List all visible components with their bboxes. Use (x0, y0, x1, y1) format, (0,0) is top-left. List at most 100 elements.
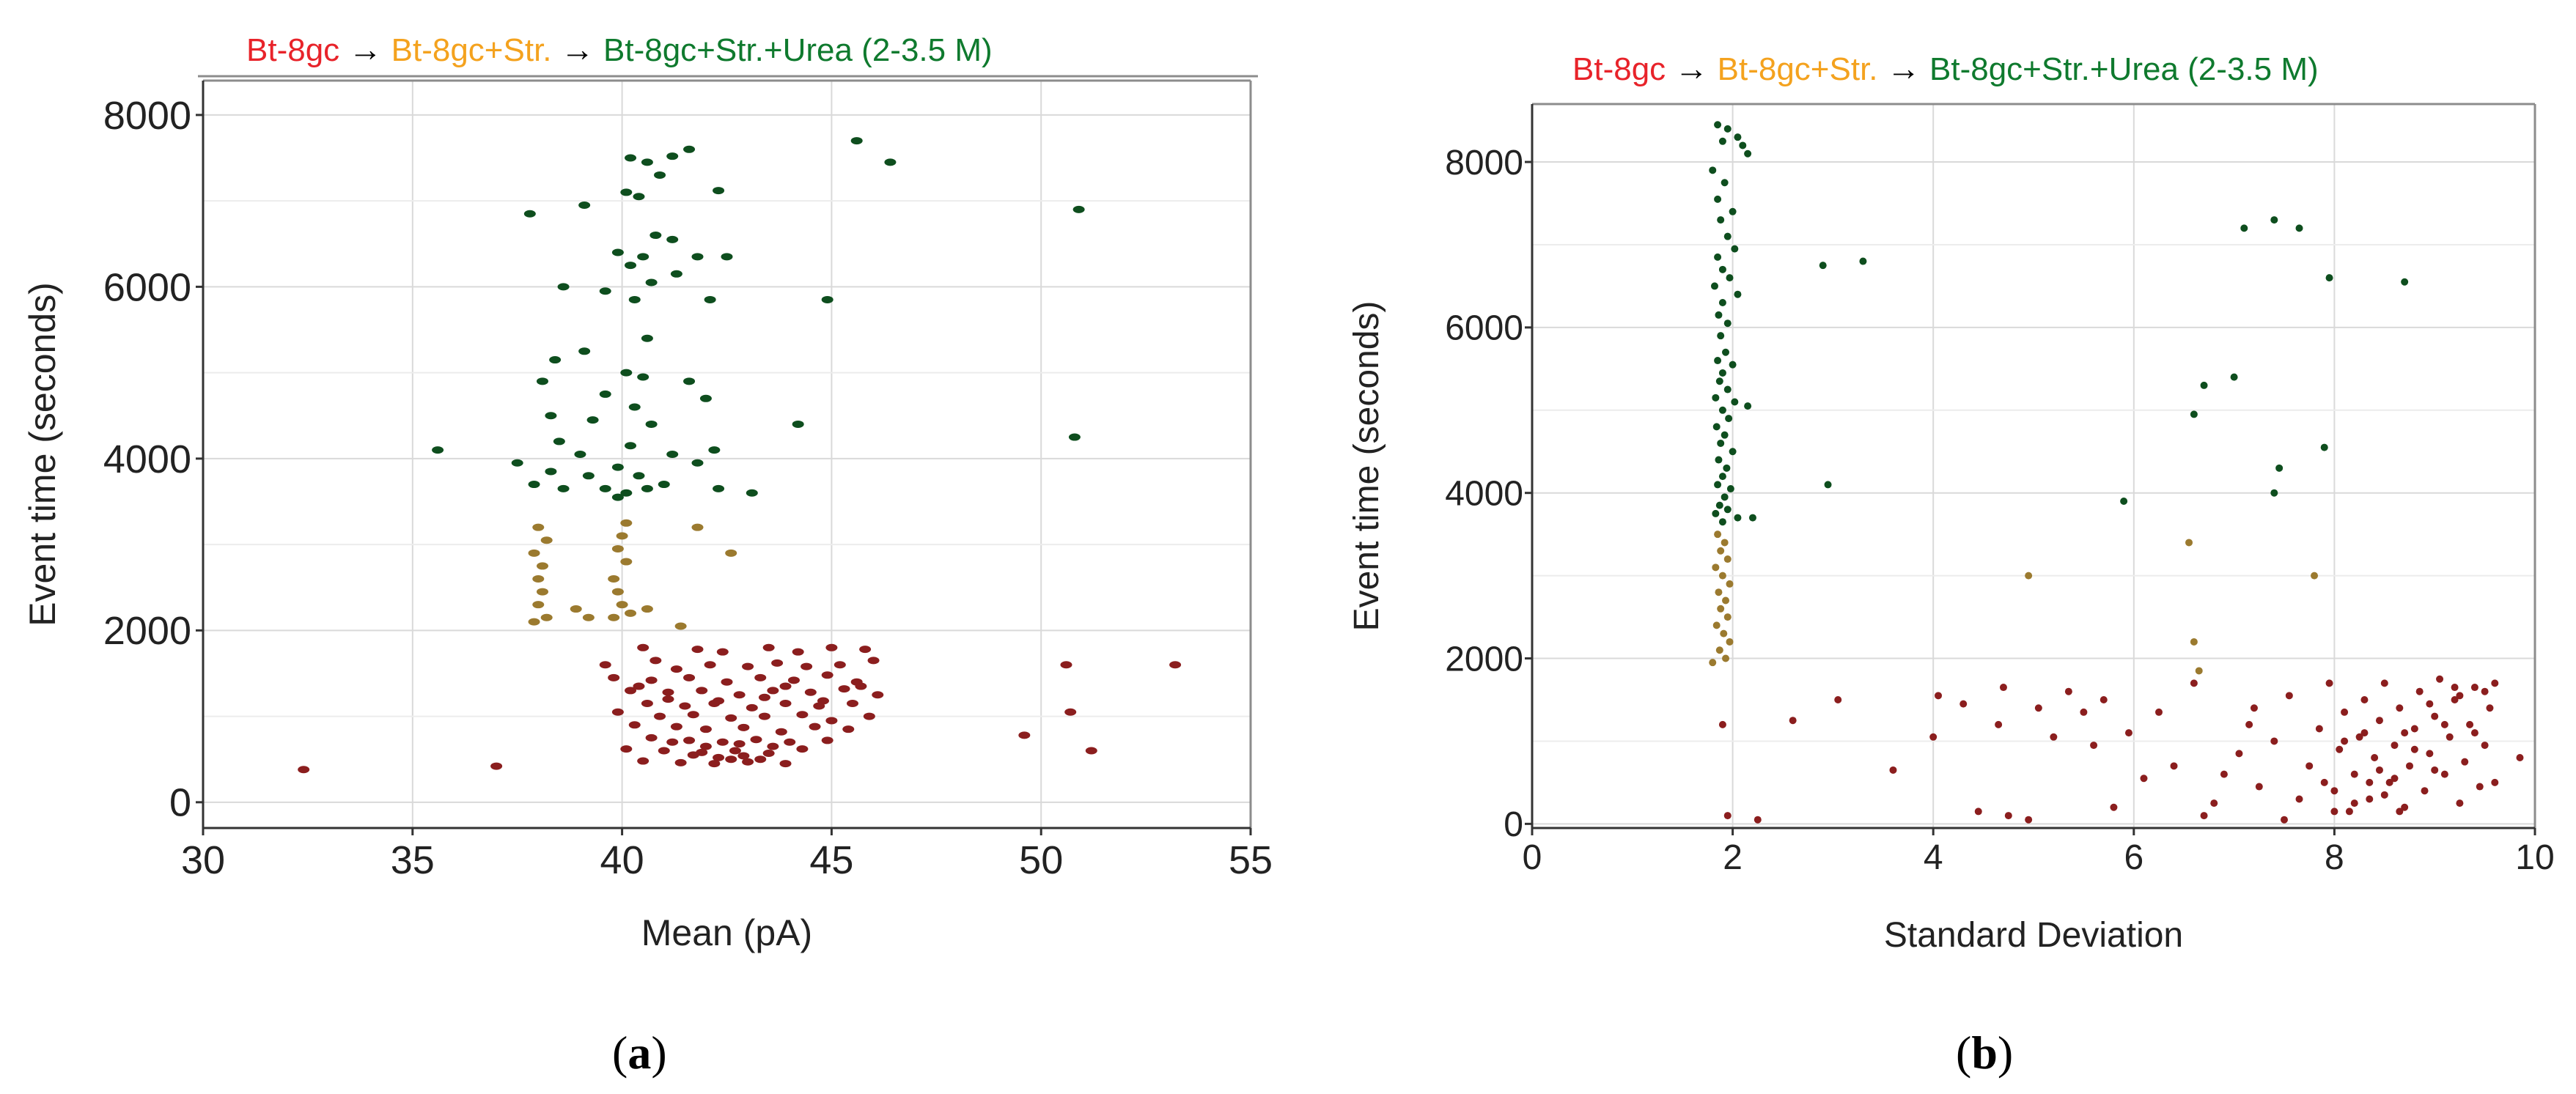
data-point (2491, 679, 2499, 687)
data-point (867, 657, 880, 665)
y-tick-label: 0 (1504, 805, 1523, 844)
data-point (699, 725, 712, 733)
data-point (2360, 695, 2369, 703)
data-point (683, 377, 696, 385)
data-point (2470, 684, 2479, 692)
data-point (1889, 766, 1897, 774)
data-point (2305, 762, 2314, 770)
data-point (1723, 464, 1731, 472)
data-point (855, 682, 867, 690)
data-point (872, 691, 884, 699)
data-point (2230, 373, 2238, 381)
data-point (2341, 708, 2349, 716)
data-point (633, 472, 645, 480)
data-point (704, 661, 716, 669)
data-point (1709, 166, 1717, 174)
scatter-chart-a: 30 35 40 45 50 55 0 2000 4000 6000 8000 Mean (pA) Ev… (22, 75, 1273, 953)
data-point (2426, 700, 2434, 708)
data-point (742, 758, 754, 766)
data-point (2325, 679, 2333, 687)
data-point (2451, 695, 2459, 703)
data-point (532, 523, 545, 531)
panel-a-title: Bt-8gc → Bt-8gc+Str. → Bt-8gc+Str.+Urea … (246, 29, 993, 69)
data-point (545, 467, 557, 476)
data-point (2235, 750, 2243, 758)
data-point (2486, 704, 2494, 712)
data-point (1714, 531, 1722, 539)
data-point (2410, 725, 2418, 733)
data-point (750, 736, 762, 744)
data-point (1718, 720, 1726, 728)
y-tick-label: 2000 (1445, 640, 1523, 679)
data-point (2391, 742, 2399, 750)
data-point (2396, 704, 2404, 712)
data-point (1726, 485, 1734, 493)
data-point (2415, 687, 2424, 695)
data-point (670, 270, 682, 278)
data-point (1726, 637, 1734, 646)
data-point (784, 738, 796, 746)
data-point (625, 442, 637, 450)
data-point (1712, 393, 1720, 402)
data-point (1723, 613, 1732, 621)
data-point (611, 588, 624, 596)
data-point (1721, 431, 1729, 439)
data-point (792, 648, 804, 656)
data-point (1929, 733, 1937, 741)
x-tick-label: 30 (181, 838, 225, 882)
data-point (654, 171, 666, 179)
x-tick-label: 2 (1723, 838, 1743, 877)
data-point (729, 747, 741, 755)
data-point (2080, 708, 2088, 716)
data-point (2250, 704, 2258, 712)
data-point (628, 403, 641, 411)
data-point (846, 700, 858, 707)
data-point (2355, 733, 2363, 741)
data-point (2025, 572, 2033, 580)
data-point (779, 760, 792, 768)
data-point (2391, 775, 2399, 783)
data-point (641, 334, 653, 342)
data-point (1721, 493, 1729, 501)
data-point (2375, 766, 2383, 774)
data-point (1723, 812, 1732, 820)
data-point (2330, 807, 2338, 816)
data-point (742, 662, 754, 670)
data-point (1714, 357, 1722, 365)
data-point (2281, 816, 2288, 824)
data-point (2155, 708, 2163, 716)
data-point (2410, 745, 2418, 753)
data-point (775, 728, 787, 736)
data-point (850, 137, 863, 145)
title-stage-1: Bt-8gc (1572, 51, 1666, 87)
data-point (721, 678, 733, 686)
data-point (1718, 265, 1726, 273)
data-point (725, 549, 737, 557)
data-point (670, 722, 682, 731)
data-point (574, 451, 586, 458)
x-tick-label: 8 (2325, 838, 2344, 877)
data-point (625, 609, 637, 617)
data-point (1734, 290, 1742, 298)
data-point (683, 145, 696, 153)
data-point (1085, 747, 1097, 755)
data-point (2064, 687, 2072, 695)
data-point (2431, 712, 2439, 720)
data-point (1723, 555, 1732, 563)
x-tick-label: 10 (2515, 838, 2554, 877)
data-point (691, 459, 704, 467)
series-bt-8gc-str-urea-2-3-5-m- (1709, 121, 2409, 526)
data-point (2446, 733, 2454, 741)
data-point (2295, 795, 2303, 803)
data-point (540, 613, 553, 621)
data-point (2270, 489, 2278, 497)
data-point (608, 613, 620, 621)
data-point (2481, 687, 2489, 695)
data-point (708, 446, 721, 454)
data-point (1072, 205, 1085, 213)
data-point (2380, 679, 2388, 687)
data-point (628, 721, 641, 729)
data-point (825, 717, 838, 725)
data-point (1718, 137, 1726, 145)
data-point (863, 712, 875, 720)
